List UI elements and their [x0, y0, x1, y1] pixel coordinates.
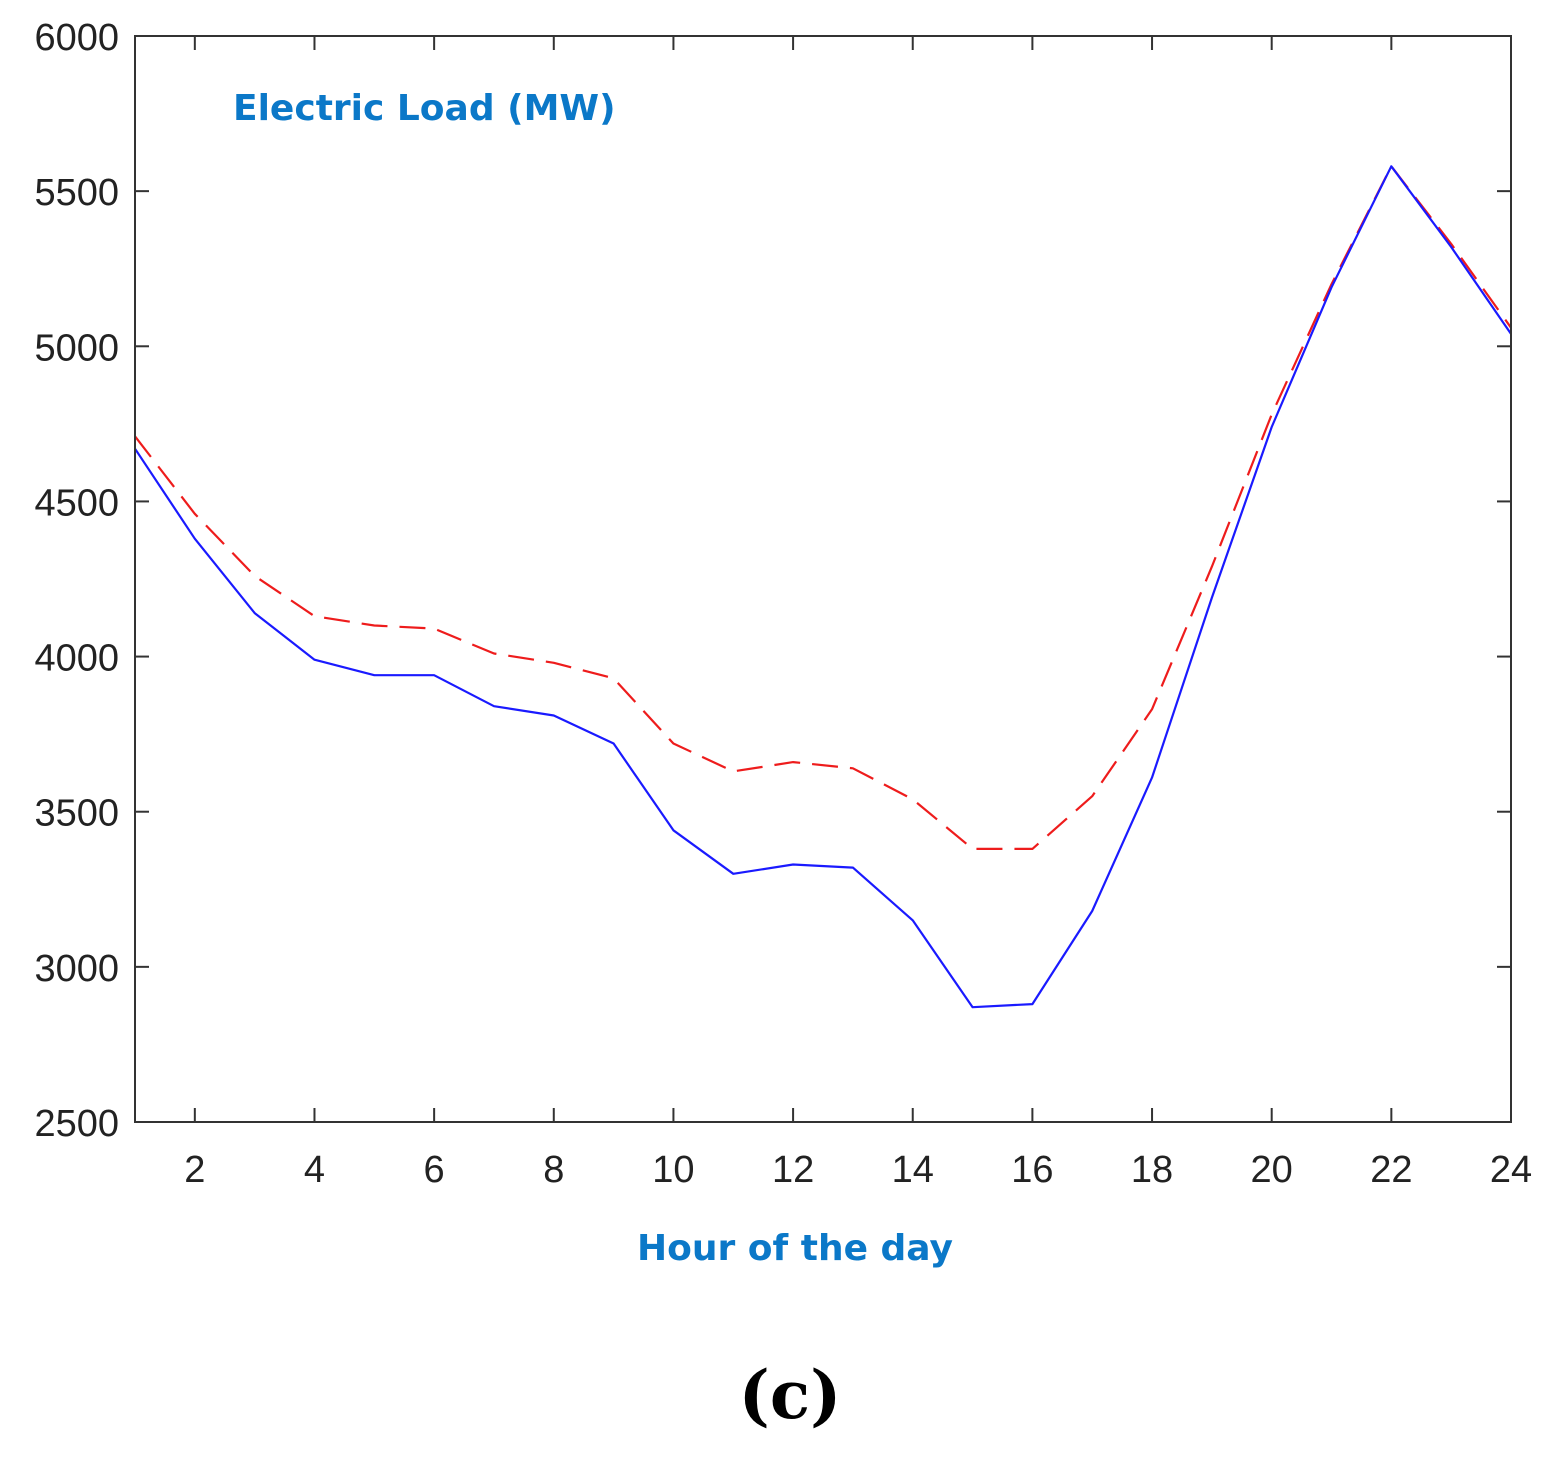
y-tick-label: 2500	[34, 1103, 119, 1145]
y-tick-label: 6000	[34, 17, 119, 59]
series-layer	[134, 165, 1512, 1009]
series-line-load-dashed	[134, 165, 1512, 851]
x-tick-label: 6	[424, 1149, 445, 1191]
x-tick-label: 14	[892, 1149, 934, 1191]
chart-title: Electric Load (MW)	[233, 88, 616, 129]
x-tick-label: 8	[543, 1149, 564, 1191]
x-tick-label: 10	[652, 1149, 694, 1191]
x-tick-label: 16	[1011, 1149, 1053, 1191]
series-line-load-solid	[134, 165, 1512, 1009]
plot-frame	[134, 35, 1512, 1123]
y-tick-label: 3500	[34, 793, 119, 835]
x-axis-label: Hour of the day	[637, 1228, 953, 1269]
labels-layer: 2 4 6 8 10 12 14 16 18 20 22 2425003000350040004500…	[34, 17, 1532, 1191]
y-tick-label: 5500	[34, 172, 119, 214]
x-tick-label: 22	[1370, 1149, 1412, 1191]
y-tick-label: 3000	[34, 948, 119, 990]
y-tick-label: 4500	[34, 482, 119, 524]
x-tick-label: 24	[1490, 1149, 1532, 1191]
x-tick-label: 2	[184, 1149, 205, 1191]
y-tick-label: 4000	[34, 638, 119, 680]
y-tick-label: 5000	[34, 327, 119, 369]
x-tick-label: 12	[772, 1149, 814, 1191]
x-tick-label: 20	[1251, 1149, 1293, 1191]
ticks-layer	[135, 35, 1512, 1123]
x-tick-label: 18	[1131, 1149, 1173, 1191]
x-tick-label: 4	[304, 1149, 325, 1191]
panel-label: (c)	[739, 1356, 842, 1434]
